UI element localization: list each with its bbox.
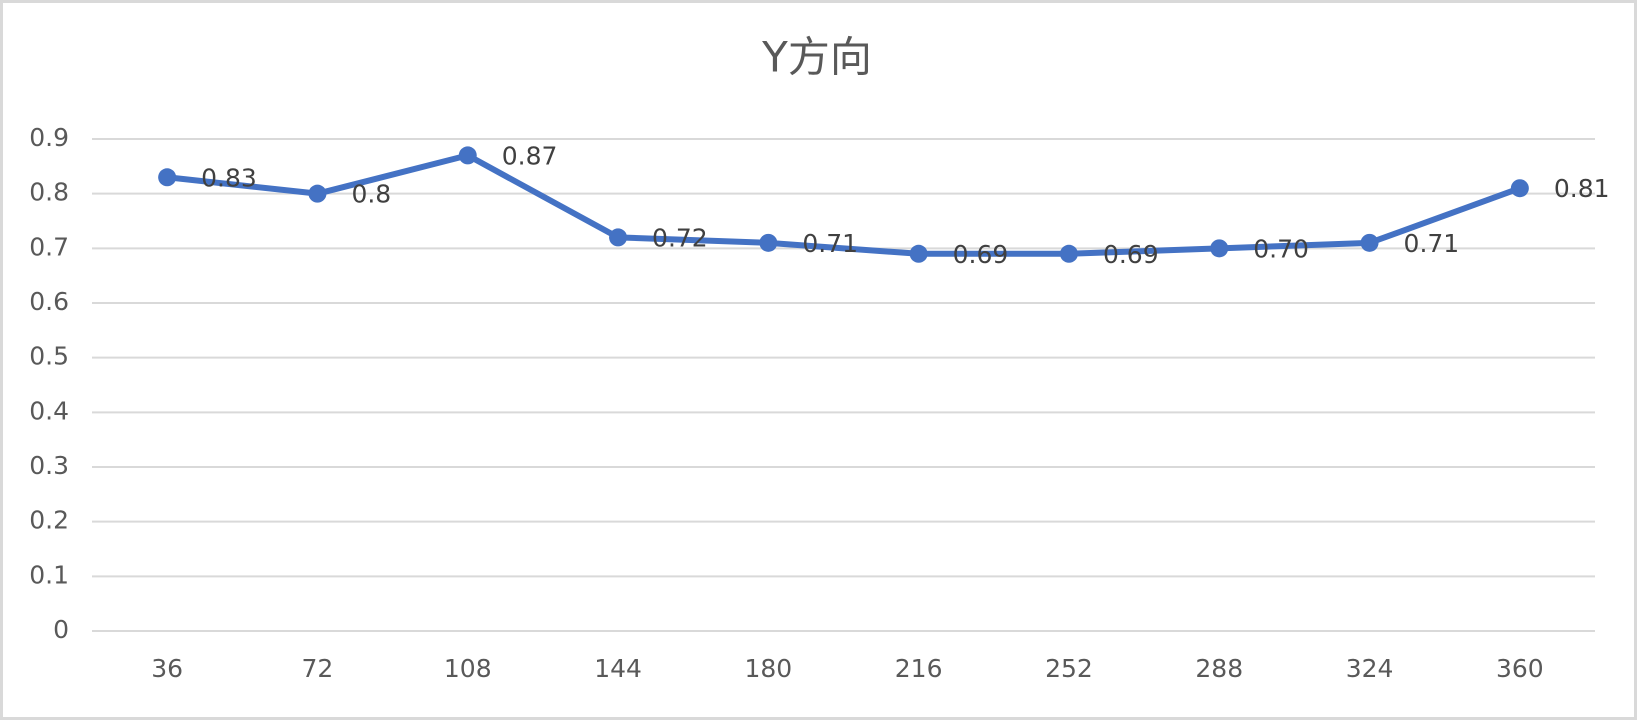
marker [158,168,177,187]
line [166,152,1521,257]
marker [1059,244,1078,263]
x-tick-label: 144 [594,654,642,683]
x-tick-label: 108 [444,654,492,683]
x-tick-label: 180 [744,654,792,683]
x-tick-label: 324 [1346,654,1394,683]
y-tick-label: 0.7 [29,232,69,261]
x-tick-label: 288 [1195,654,1243,683]
x-tick-label: 72 [302,654,334,683]
x-tick-label: 216 [895,654,943,683]
x-tick-label: 36 [151,654,183,683]
data-label: 0.69 [1103,240,1159,269]
x-tick-label: 360 [1496,654,1544,683]
data-label: 0.8 [351,180,391,209]
y-tick-label: 0.1 [29,560,69,589]
marker [609,228,628,247]
data-label: 0.71 [802,229,858,258]
y-tick-label: 0 [53,615,69,644]
y-tick-label: 0.3 [29,451,69,480]
data-label: 0.81 [1554,174,1610,203]
y-tick-label: 0.9 [29,123,69,152]
y-tick-label: 0.4 [29,396,69,425]
y-tick-label: 0.5 [29,342,69,371]
marker [458,146,477,165]
chart-title: Y方向 [761,33,872,82]
data-label: 0.87 [502,141,558,170]
data-label: 0.71 [1404,229,1460,258]
marker [909,244,928,263]
marker [1510,179,1529,198]
y-tick-label: 0.6 [29,287,69,316]
data-label: 0.69 [953,240,1009,269]
y-tick-label: 0.8 [29,178,69,207]
x-tick-label: 252 [1045,654,1093,683]
marker [1360,233,1379,252]
marker [759,233,778,252]
marker [308,184,327,203]
data-label: 0.72 [652,223,708,252]
marker [1210,239,1229,258]
data-label: 0.70 [1253,234,1309,263]
data-label: 0.83 [201,163,257,192]
y-tick-label: 0.2 [29,506,69,535]
